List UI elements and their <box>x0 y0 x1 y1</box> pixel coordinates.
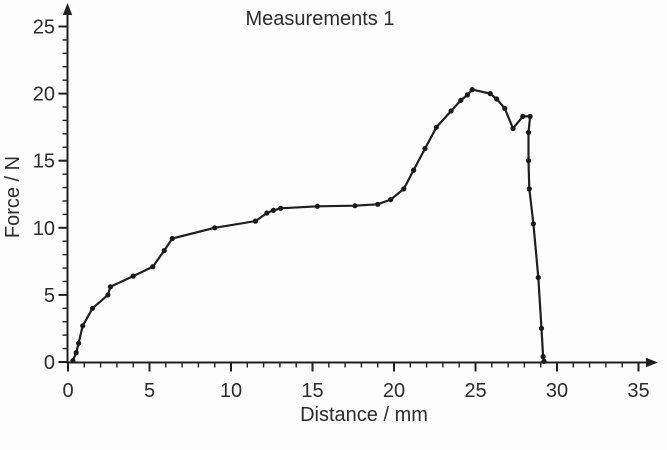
data-point-marker <box>487 91 493 97</box>
x-tick-label: 15 <box>301 380 323 402</box>
y-axis-label: Force / N <box>2 156 24 238</box>
data-point-marker <box>388 197 394 203</box>
x-tick-label: 5 <box>144 380 155 402</box>
data-point-marker <box>494 96 500 102</box>
data-point-marker <box>212 225 218 231</box>
data-point-marker <box>89 305 96 311</box>
x-axis-label: Distance / mm <box>300 404 428 426</box>
y-tick-label: 0 <box>44 352 55 374</box>
y-tick-label: 25 <box>33 17 55 39</box>
y-tick-label: 20 <box>33 84 55 106</box>
data-series <box>70 87 547 364</box>
x-tick-label: 20 <box>383 380 405 402</box>
data-point-marker <box>278 205 284 211</box>
data-point-marker <box>540 354 546 360</box>
data-point-marker <box>526 186 532 192</box>
data-series-line <box>71 88 546 363</box>
data-point-marker <box>525 158 532 164</box>
data-point-marker <box>73 350 79 356</box>
data-point-marker <box>70 358 76 364</box>
data-point-marker <box>530 221 537 227</box>
data-point-marker <box>252 218 259 224</box>
axis-ticks: 0 5 10 15 20 25 30 35 0 5 10 15 20 25 <box>33 17 650 403</box>
data-point-marker <box>76 340 82 346</box>
y-tick-label: 10 <box>33 218 55 240</box>
x-tick-label: 25 <box>464 380 486 402</box>
data-point-marker <box>411 167 417 173</box>
data-point-marker <box>510 125 516 132</box>
x-tick-label: 30 <box>546 380 568 402</box>
data-point-marker <box>107 284 113 290</box>
data-point-marker <box>469 87 475 93</box>
y-tick-label: 15 <box>33 151 55 173</box>
data-point-marker <box>270 207 276 213</box>
data-point-marker <box>525 129 532 136</box>
data-point-marker <box>502 105 508 111</box>
data-point-marker <box>464 92 470 98</box>
data-point-marker <box>375 201 381 207</box>
data-point-marker <box>527 113 533 119</box>
data-point-marker <box>448 108 454 114</box>
x-tick-label: 35 <box>627 380 649 402</box>
data-point-marker <box>401 186 407 192</box>
data-point-marker <box>433 124 439 130</box>
data-point-marker <box>150 264 156 270</box>
data-point-marker <box>80 323 86 329</box>
y-tick-label: 5 <box>44 285 55 307</box>
chart-title: Measurements 1 <box>246 8 395 30</box>
data-point-marker <box>458 97 464 103</box>
data-point-marker <box>161 248 167 254</box>
data-point-marker <box>422 146 428 152</box>
data-point-marker <box>169 235 175 242</box>
y-axis-arrow-icon <box>62 3 73 15</box>
data-point-marker <box>264 210 270 216</box>
x-tick-label: 0 <box>62 380 73 402</box>
axes <box>62 3 658 368</box>
data-point-marker <box>538 325 545 331</box>
data-point-marker <box>520 113 526 119</box>
data-point-marker <box>535 274 541 281</box>
x-axis-arrow-icon <box>646 357 658 368</box>
data-point-marker <box>352 203 358 209</box>
x-tick-label: 10 <box>220 380 242 402</box>
data-point-marker <box>105 292 111 298</box>
chart-labels: Measurements 1 Distance / mm Force / N <box>2 8 428 426</box>
data-point-marker <box>541 358 547 364</box>
data-point-marker <box>314 203 320 209</box>
data-point-marker <box>130 273 136 279</box>
